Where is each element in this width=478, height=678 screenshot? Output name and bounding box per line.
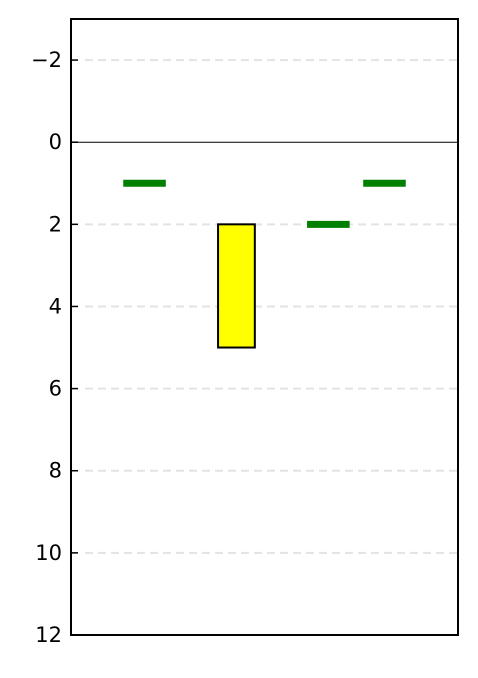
range-bar (217, 223, 256, 349)
y-tick-label: 4 (49, 294, 62, 318)
y-tick-label: 2 (49, 212, 62, 236)
plot-frame (70, 18, 459, 636)
bar-layer (217, 223, 256, 349)
y-tick-label: 8 (49, 459, 62, 483)
y-tick-label: 12 (35, 623, 62, 647)
y-tick-label: −2 (31, 48, 62, 72)
grid-layer (85, 59, 458, 554)
y-tick-label: 0 (49, 130, 62, 154)
y-tick-layer: −2 0 2 4 6 8 10 12 (31, 48, 78, 647)
y-tick-label: 6 (49, 377, 62, 401)
y-tick-label: 10 (35, 541, 62, 565)
marker-layer (123, 179, 406, 228)
